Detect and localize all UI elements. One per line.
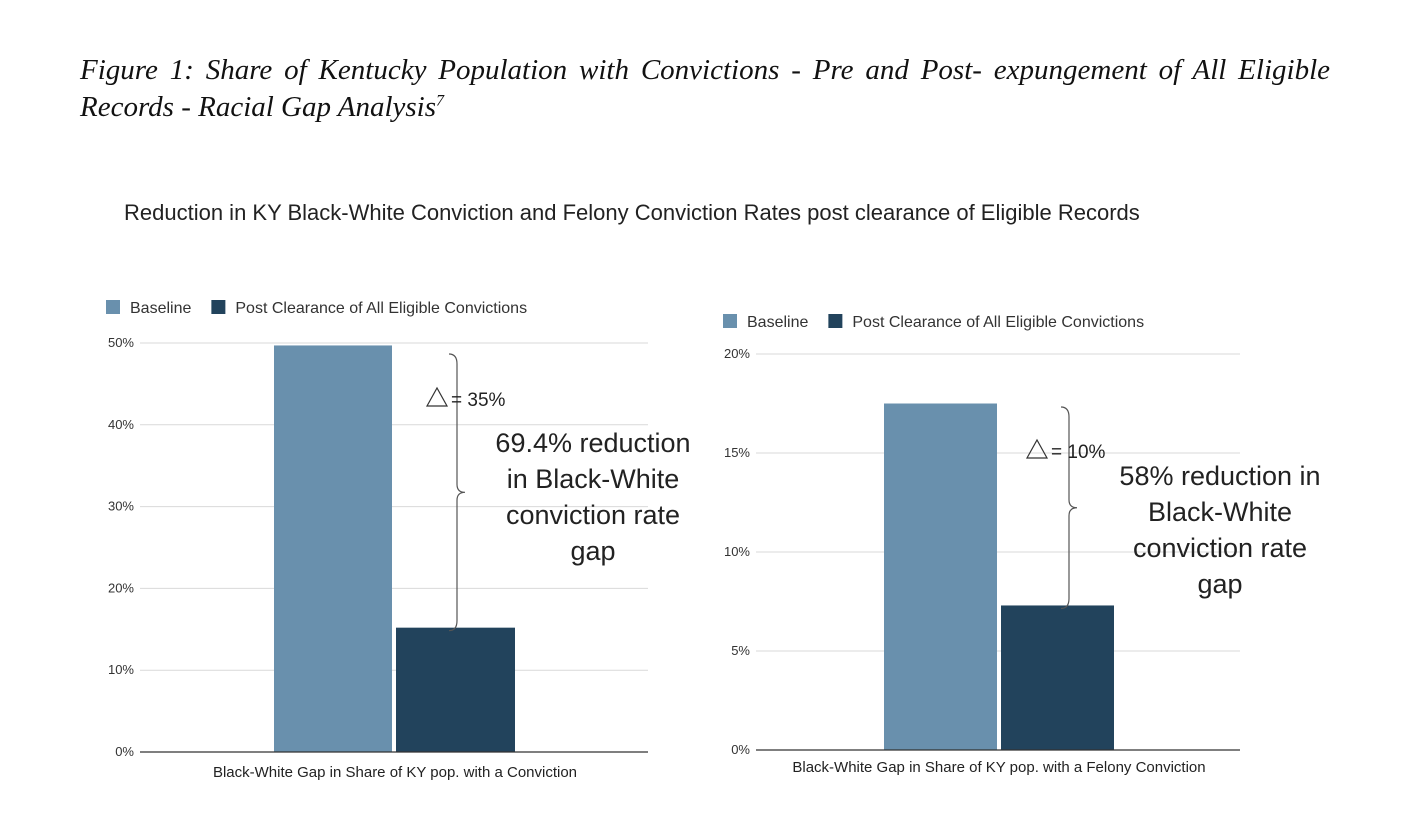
figure-caption: Figure 1: Share of Kentucky Population w… (80, 52, 1330, 126)
chart1-ytick-label: 20% (108, 580, 134, 595)
chart2-delta-icon (1025, 438, 1049, 459)
chart2-callout-line: gap (1197, 569, 1242, 599)
chart1-bar-post-clearance (396, 627, 515, 752)
chart-title: Reduction in KY Black-White Conviction a… (124, 200, 1140, 225)
chart2-legend-label: Post Clearance of All Eligible Convictio… (852, 314, 1144, 331)
chart2-callout-line: conviction rate (1133, 533, 1307, 563)
chart2-legend-label: Baseline (747, 314, 808, 331)
chart2-category-label: Black-White Gap in Share of KY pop. with… (792, 759, 1205, 776)
footnote-marker: 7 (436, 92, 445, 110)
chart1-ytick-label: 0% (115, 744, 134, 759)
chart2-ytick-label: 20% (724, 346, 750, 361)
chart1-callout-line: conviction rate (506, 500, 680, 530)
chart2-ytick-label: 5% (731, 643, 750, 658)
chart1-ytick-label: 40% (108, 417, 134, 432)
chart1-brace (448, 353, 466, 632)
chart2-ytick-label: 10% (724, 544, 750, 559)
figure-caption-text: Figure 1: Share of Kentucky Population w… (80, 54, 1330, 123)
chart1-callout-line: in Black-White (507, 464, 680, 494)
chart2-delta-label: = 10% (1051, 442, 1106, 463)
chart2-legend-swatch (828, 314, 843, 328)
chart2-legend-swatch (723, 314, 737, 328)
chart2-callout-line: 58% reduction in (1119, 461, 1320, 491)
chart1-legend-swatch (211, 300, 226, 314)
chart1-category-label: Black-White Gap in Share of KY pop. with… (213, 764, 577, 781)
chart1-ytick-label: 10% (108, 662, 134, 677)
chart1-legend-swatch (106, 300, 120, 314)
chart2-ytick-label: 15% (724, 445, 750, 460)
chart1-legend-label: Post Clearance of All Eligible Convictio… (235, 300, 527, 317)
chart1-delta-icon (425, 386, 449, 407)
chart2-callout-line: Black-White (1148, 497, 1292, 527)
chart1-callout-line: 69.4% reduction (495, 428, 690, 458)
chart1-callout-line: gap (570, 536, 615, 566)
chart2-bar-baseline (884, 403, 997, 750)
chart1-ytick-label: 50% (108, 335, 134, 350)
chart1-ytick-label: 30% (108, 499, 134, 514)
chart1-delta-label: = 35% (451, 390, 506, 411)
chart2-bar-post-clearance (1001, 605, 1114, 750)
chart2-brace (1060, 406, 1078, 610)
chart1-legend-label: Baseline (130, 300, 191, 317)
chart1-bar-baseline (274, 345, 392, 752)
chart2-ytick-label: 0% (731, 742, 750, 757)
